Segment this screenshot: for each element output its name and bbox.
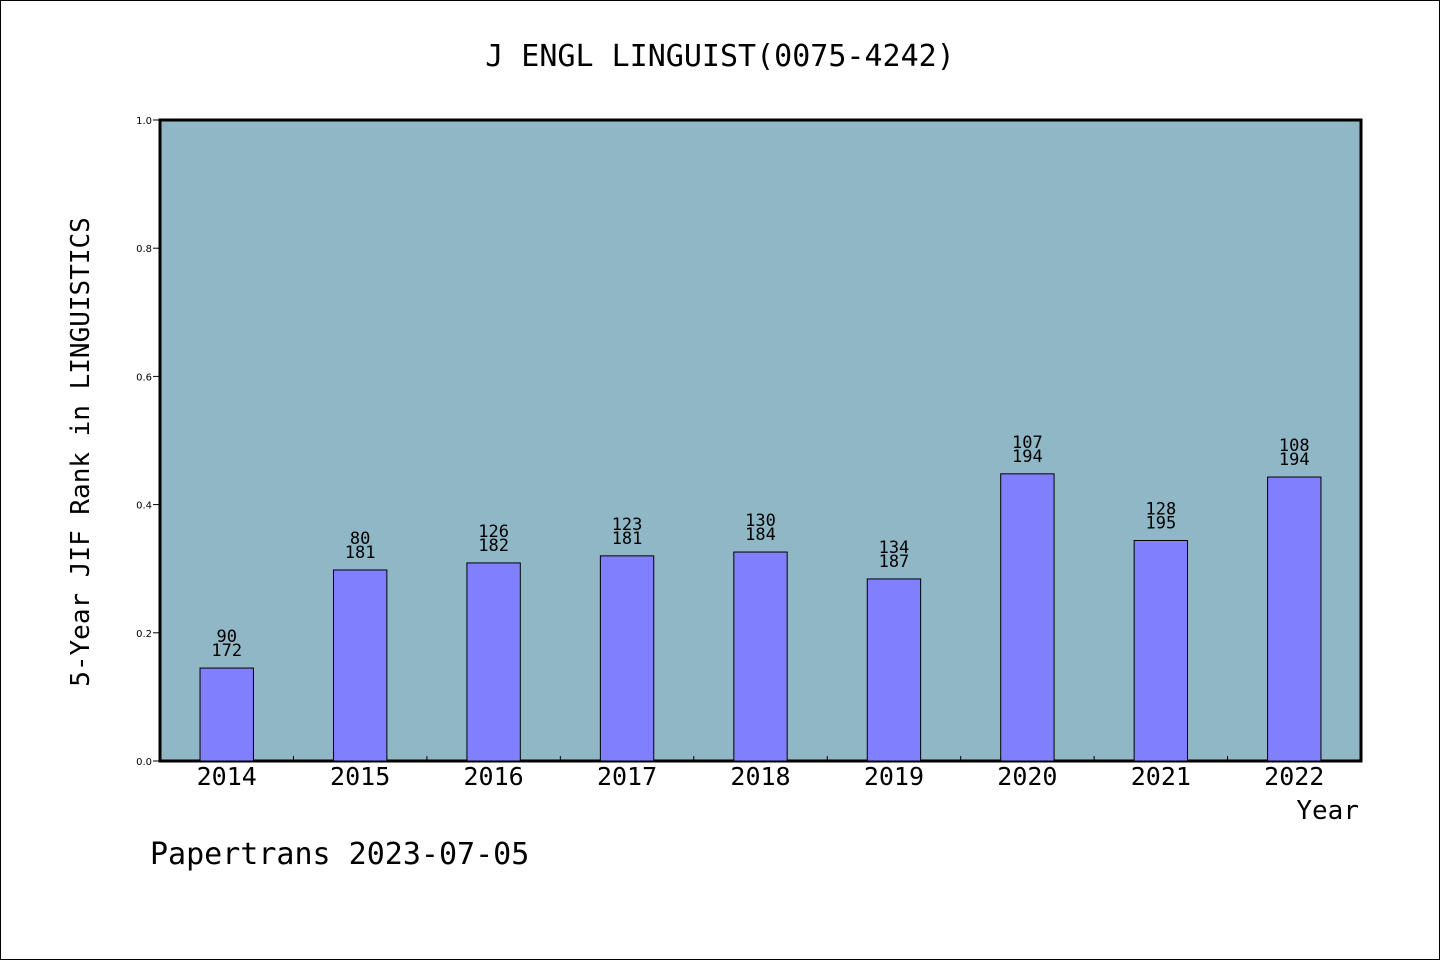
bar-total-label: 172 [211, 641, 242, 661]
x-axis: 2014 2015 2016 2017 2018 2019 2020 2021 2022 [197, 756, 1324, 791]
x-tick-label: 2015 [330, 762, 390, 791]
bars: 9017280181126182123181130184134187107194… [199, 433, 1322, 762]
y-tick-label: 0.4 [136, 501, 152, 512]
bar-total-label: 195 [1145, 513, 1176, 533]
bar [866, 578, 922, 762]
bar-total-label: 184 [745, 525, 776, 545]
bar-total-label: 194 [1012, 447, 1043, 467]
watermark-text: Papertrans 2023-07-05 [150, 837, 529, 872]
x-tick-label: 2021 [1131, 762, 1191, 791]
bar-total-label: 194 [1279, 450, 1310, 470]
x-tick-label: 2014 [197, 762, 257, 791]
bar-total-label: 187 [879, 552, 910, 572]
x-tick-label: 2017 [597, 762, 657, 791]
x-tick-label: 2019 [864, 762, 924, 791]
chart-title: J ENGL LINGUIST(0075-4242) [485, 39, 955, 74]
bar-total-label: 182 [478, 536, 509, 556]
bar [1133, 539, 1189, 762]
bar-rank-label: 107 [1012, 433, 1043, 453]
y-tick-label: 0.0 [136, 757, 152, 768]
bar-total-label: 181 [345, 543, 376, 563]
y-tick-label: 1.0 [136, 116, 152, 127]
y-axis-label: 5-Year JIF Rank in LINGUISTICS [66, 217, 96, 687]
y-tick-label: 0.6 [136, 372, 152, 383]
bar-rank-label: 126 [478, 522, 509, 542]
bar [199, 667, 254, 762]
bar [599, 555, 655, 762]
bar [332, 569, 388, 762]
bar-rank-label: 108 [1279, 436, 1310, 456]
bar-rank-label: 130 [745, 511, 776, 531]
y-tick-label: 0.2 [136, 629, 152, 640]
y-axis: 0.0 0.2 0.4 0.6 0.8 1.0 [136, 116, 160, 768]
bar-rank-label: 80 [350, 529, 370, 549]
y-tick-label: 0.8 [136, 244, 152, 255]
x-tick-label: 2016 [464, 762, 524, 791]
bar-rank-label: 90 [216, 627, 236, 647]
bar-rank-label: 128 [1145, 499, 1176, 519]
bar-rank-label: 134 [879, 538, 910, 558]
bar-rank-label: 123 [612, 515, 643, 535]
bar-total-label: 181 [612, 529, 643, 549]
bar [466, 562, 521, 762]
x-tick-label: 2020 [997, 762, 1057, 791]
bar [733, 551, 788, 762]
x-axis-label: Year [1296, 796, 1359, 826]
x-tick-label: 2022 [1264, 762, 1324, 791]
bar [1000, 473, 1055, 762]
x-tick-label: 2018 [730, 762, 790, 791]
bar [1267, 476, 1322, 762]
